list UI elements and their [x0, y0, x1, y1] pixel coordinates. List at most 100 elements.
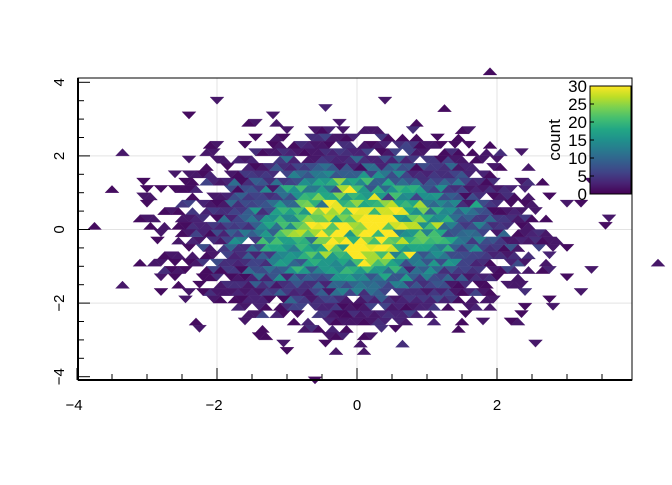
bin-triangle — [314, 214, 330, 223]
bin-triangle — [339, 324, 354, 333]
bin-triangle — [311, 148, 326, 157]
bin-triangle — [195, 170, 211, 179]
bin-triangle — [293, 141, 309, 149]
bin-triangle — [293, 214, 309, 223]
bin-triangle — [493, 148, 508, 157]
bin-triangle — [486, 207, 501, 215]
bin-triangle — [311, 192, 326, 201]
bin-triangle — [153, 288, 169, 296]
bin-triangle — [360, 251, 375, 260]
bin-triangle — [391, 244, 407, 252]
bin-triangle — [286, 155, 302, 164]
bin-triangle — [339, 221, 354, 230]
bin-triangle — [500, 280, 515, 289]
bin-triangle — [482, 302, 498, 311]
bin-triangle — [227, 207, 242, 215]
bin-triangle — [517, 302, 533, 311]
bin-triangle — [409, 118, 424, 127]
bin-triangle — [454, 244, 470, 252]
bin-triangle — [206, 236, 221, 245]
bin-triangle — [237, 155, 253, 164]
bin-triangle — [276, 280, 291, 289]
bin-triangle — [213, 266, 228, 274]
bin-triangle — [262, 295, 277, 304]
bin-triangle — [195, 288, 211, 296]
bin-triangle — [360, 207, 375, 215]
bin-triangle — [286, 288, 302, 296]
bin-triangle — [440, 302, 456, 311]
bin-triangle — [528, 339, 543, 348]
bin-triangle — [304, 280, 319, 289]
bin-triangle — [426, 229, 442, 238]
bin-triangle — [388, 148, 403, 157]
bin-triangle — [237, 317, 253, 326]
bin-triangle — [328, 332, 344, 341]
bin-triangle — [514, 148, 529, 157]
bin-triangle — [314, 302, 330, 311]
bin-triangle — [538, 229, 554, 238]
bin-triangle — [262, 251, 277, 260]
bin-triangle — [507, 207, 522, 215]
bin-triangle — [139, 199, 155, 208]
bin-triangle — [202, 273, 218, 282]
bin-triangle — [461, 273, 477, 282]
y-tick-label: 2 — [51, 152, 68, 160]
bin-triangle — [314, 170, 330, 179]
bin-triangle — [349, 317, 365, 326]
bin-triangle — [437, 163, 452, 171]
bin-triangle — [339, 133, 354, 142]
bin-triangle — [220, 236, 235, 245]
bin-triangle — [272, 302, 288, 311]
bin-triangle — [237, 214, 253, 223]
bin-triangle — [297, 221, 312, 230]
bin-triangle — [199, 221, 214, 230]
bin-triangle — [493, 236, 508, 245]
bin-triangle — [335, 126, 351, 135]
bin-triangle — [248, 310, 263, 319]
bin-triangle — [213, 221, 228, 230]
bin-triangle — [342, 288, 358, 296]
bin-triangle — [248, 236, 263, 245]
bin-triangle — [489, 155, 505, 164]
bin-triangle — [388, 310, 403, 319]
bin-triangle — [601, 214, 617, 223]
bin-triangle — [374, 236, 389, 245]
bin-triangle — [423, 177, 438, 186]
bin-triangle — [419, 170, 435, 179]
bin-triangle — [521, 251, 536, 260]
bin-triangle — [384, 229, 400, 238]
bin-triangle — [314, 140, 330, 149]
bin-triangle — [510, 214, 526, 223]
bin-triangle — [115, 148, 130, 157]
bin-triangle — [559, 273, 575, 282]
bin-triangle — [279, 273, 295, 282]
bin-triangle — [444, 251, 459, 260]
bin-triangle — [192, 325, 207, 333]
bin-triangle — [181, 185, 197, 193]
bin-triangle — [573, 199, 589, 208]
bin-triangle — [377, 96, 393, 105]
bin-triangle — [433, 244, 449, 252]
bin-triangle — [241, 192, 256, 201]
bin-triangle — [209, 155, 225, 164]
bin-triangle — [374, 148, 389, 157]
bin-triangle — [521, 236, 536, 245]
bin-triangle — [559, 199, 575, 208]
bin-triangle — [384, 155, 400, 164]
bin-triangle — [545, 244, 561, 252]
bin-triangle — [283, 236, 298, 245]
bin-triangle — [388, 207, 403, 215]
bin-triangle — [542, 192, 557, 201]
bin-triangle — [269, 236, 284, 245]
bin-triangle — [328, 347, 344, 355]
bin-triangle — [419, 244, 435, 252]
bin-triangle — [157, 221, 172, 230]
bin-triangle — [454, 317, 470, 326]
bin-triangle — [461, 141, 477, 149]
bin-triangle — [517, 288, 533, 296]
bin-triangle — [181, 111, 197, 120]
x-tick-label: 0 — [353, 397, 361, 414]
axes — [76, 78, 632, 381]
bin-triangle — [493, 251, 508, 260]
